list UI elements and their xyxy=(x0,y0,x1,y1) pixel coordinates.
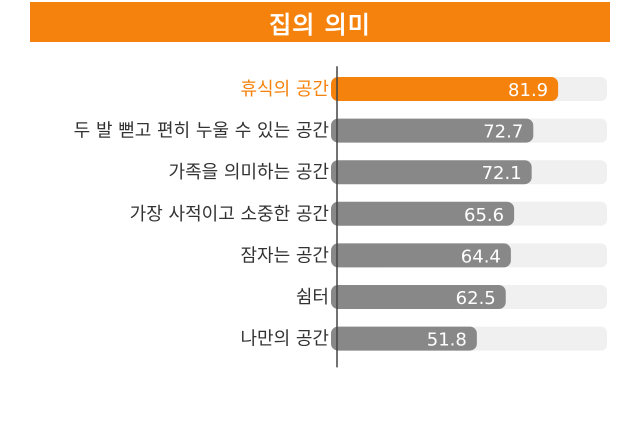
bar xyxy=(331,118,534,143)
chart-title-bar: 집의 의미 xyxy=(30,2,610,42)
category-label: 두 발 뻗고 편히 누울 수 있는 공간 xyxy=(74,121,329,142)
category-label: 가장 사적이고 소중한 공간 xyxy=(130,204,329,225)
value-label: 51.8 xyxy=(427,330,467,351)
bar xyxy=(331,243,511,268)
value-label: 81.9 xyxy=(508,80,548,101)
bar xyxy=(331,77,559,101)
category-label: 휴식의 공간 xyxy=(240,79,329,100)
chart-title: 집의 의미 xyxy=(269,10,371,39)
value-label: 64.4 xyxy=(461,246,501,267)
bar xyxy=(331,160,532,185)
category-label: 잠자는 공간 xyxy=(240,245,329,266)
bar xyxy=(331,326,477,351)
bar xyxy=(331,285,506,309)
value-label: 62.5 xyxy=(456,288,496,309)
category-label: 가족을 의미하는 공간 xyxy=(169,162,329,183)
category-label: 쉼터 xyxy=(296,287,329,308)
value-label: 72.7 xyxy=(483,122,523,143)
value-label: 65.6 xyxy=(464,205,504,226)
bar xyxy=(331,201,515,226)
value-label: 72.1 xyxy=(482,163,522,184)
category-label: 나만의 공간 xyxy=(240,329,329,350)
